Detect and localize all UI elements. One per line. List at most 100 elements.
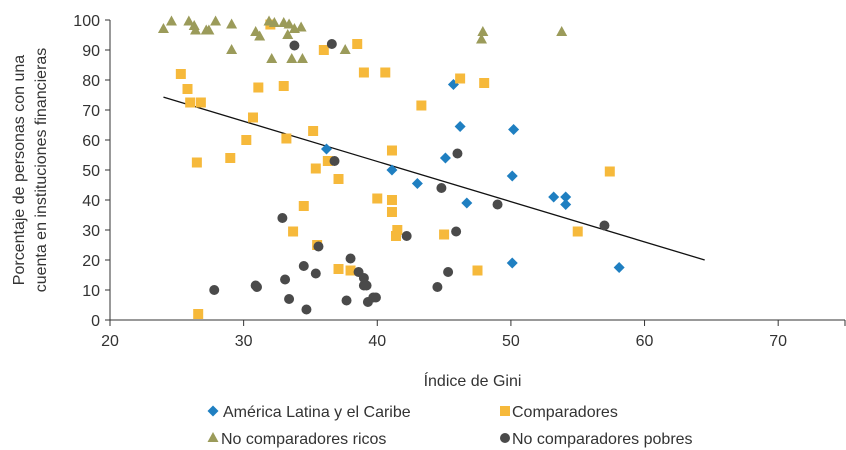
y-axis-title-line-2: cuenta en instituciones financieras bbox=[33, 48, 50, 293]
y-tick-label: 40 bbox=[82, 193, 100, 210]
data-point-triangle bbox=[203, 24, 215, 35]
series-triangle bbox=[157, 15, 568, 63]
legend-item-comparadores[interactable]: Comparadores bbox=[500, 404, 618, 421]
data-point-triangle bbox=[157, 23, 169, 33]
data-point-circle bbox=[252, 282, 262, 292]
data-point-square bbox=[253, 82, 264, 93]
data-point-triangle bbox=[254, 30, 266, 41]
data-point-square bbox=[298, 201, 309, 211]
data-point-circle bbox=[452, 148, 463, 159]
data-point-circle bbox=[280, 274, 291, 285]
series-circle bbox=[209, 39, 610, 315]
data-point-triangle bbox=[296, 53, 308, 63]
data-point-square bbox=[322, 156, 333, 166]
data-point-square bbox=[308, 126, 319, 136]
data-point-triangle bbox=[295, 21, 307, 32]
y-axis-title-line-1: Porcentaje de personas con una bbox=[11, 55, 28, 285]
data-point-circle bbox=[599, 220, 610, 231]
data-point-circle bbox=[289, 40, 300, 51]
data-point-square bbox=[604, 166, 615, 177]
x-tick-label: 50 bbox=[502, 333, 520, 350]
data-point-triangle bbox=[476, 33, 488, 44]
x-axis-ticks: 20 30 40 50 60 70 bbox=[101, 320, 846, 350]
data-point-triangle bbox=[268, 17, 280, 27]
data-point-triangle bbox=[286, 53, 298, 63]
y-tick-label: 20 bbox=[82, 253, 100, 270]
data-point-diamond bbox=[548, 191, 560, 203]
series-diamond bbox=[320, 79, 625, 273]
data-point-triangle bbox=[226, 18, 238, 29]
data-point-square bbox=[479, 78, 490, 88]
data-point-circle bbox=[313, 241, 324, 252]
data-point-triangle bbox=[283, 18, 295, 29]
y-tick-label: 60 bbox=[82, 133, 100, 150]
y-tick-label: 100 bbox=[73, 13, 100, 30]
legend-label-no-comparadores-ricos: No comparadores ricos bbox=[221, 431, 386, 448]
legend-marker-diamond bbox=[207, 405, 219, 417]
data-point-triangle bbox=[226, 44, 238, 54]
data-point-square bbox=[333, 264, 344, 274]
legend-item-america-latina[interactable]: América Latina y el Caribe bbox=[207, 404, 411, 421]
data-point-triangle bbox=[183, 15, 195, 26]
data-point-circle bbox=[326, 39, 337, 49]
data-point-square bbox=[175, 69, 186, 79]
data-point-square bbox=[225, 153, 236, 163]
data-point-diamond bbox=[461, 197, 473, 209]
data-point-circle bbox=[301, 304, 312, 315]
data-point-circle bbox=[209, 285, 220, 295]
data-point-triangle bbox=[282, 29, 294, 39]
data-point-square bbox=[182, 84, 193, 94]
data-point-square bbox=[386, 195, 397, 205]
data-point-circle bbox=[451, 226, 462, 237]
data-point-square bbox=[358, 67, 369, 78]
legend-label-comparadores: Comparadores bbox=[512, 404, 618, 421]
data-point-triangle bbox=[339, 44, 351, 54]
data-point-circle bbox=[370, 292, 381, 303]
data-point-square bbox=[195, 97, 206, 108]
data-point-circle bbox=[310, 268, 321, 279]
trendline bbox=[163, 96, 705, 261]
data-point-circle bbox=[358, 273, 369, 283]
data-point-square bbox=[318, 45, 329, 55]
data-point-square bbox=[380, 67, 391, 78]
data-point-diamond bbox=[560, 191, 572, 203]
data-point-square bbox=[390, 231, 401, 241]
data-point-circle bbox=[436, 183, 447, 193]
data-point-square bbox=[386, 145, 397, 156]
data-points bbox=[157, 15, 625, 319]
data-point-diamond bbox=[506, 257, 518, 269]
data-point-circle bbox=[329, 156, 340, 166]
data-point-square bbox=[278, 81, 289, 91]
legend: América Latina y el Caribe Comparadores … bbox=[207, 404, 693, 448]
x-tick-label: 60 bbox=[636, 333, 654, 350]
legend-item-no-comparadores-pobres[interactable]: No comparadores pobres bbox=[500, 431, 693, 448]
data-point-diamond bbox=[508, 124, 520, 135]
plot-area: 20 30 40 50 60 70 0 10 20 30 40 50 60 70 80 90 100 bbox=[73, 13, 846, 350]
data-point-triangle bbox=[210, 15, 222, 26]
data-point-diamond bbox=[613, 262, 625, 273]
data-point-circle bbox=[443, 267, 454, 277]
legend-marker-triangle bbox=[207, 432, 219, 442]
y-tick-label: 10 bbox=[82, 283, 100, 300]
data-point-circle bbox=[284, 294, 295, 304]
legend-symbol-square bbox=[500, 406, 510, 416]
data-point-diamond bbox=[320, 143, 332, 155]
data-point-square bbox=[372, 193, 383, 204]
data-point-square bbox=[352, 39, 363, 49]
y-tick-label: 70 bbox=[82, 103, 100, 120]
data-point-square bbox=[310, 163, 321, 174]
x-tick-label: 70 bbox=[769, 333, 787, 350]
data-point-square bbox=[185, 97, 196, 108]
legend-item-no-comparadores-ricos[interactable]: No comparadores ricos bbox=[207, 431, 387, 448]
data-point-circle bbox=[298, 261, 309, 271]
data-point-square bbox=[241, 135, 252, 145]
data-point-square bbox=[247, 112, 258, 123]
y-tick-label: 80 bbox=[82, 73, 100, 90]
legend-label-america-latina: América Latina y el Caribe bbox=[223, 404, 411, 421]
data-point-triangle bbox=[556, 26, 568, 36]
data-point-diamond bbox=[439, 152, 451, 164]
data-point-circle bbox=[492, 199, 503, 210]
x-tick-label: 30 bbox=[235, 333, 253, 350]
data-point-diamond bbox=[386, 164, 398, 176]
